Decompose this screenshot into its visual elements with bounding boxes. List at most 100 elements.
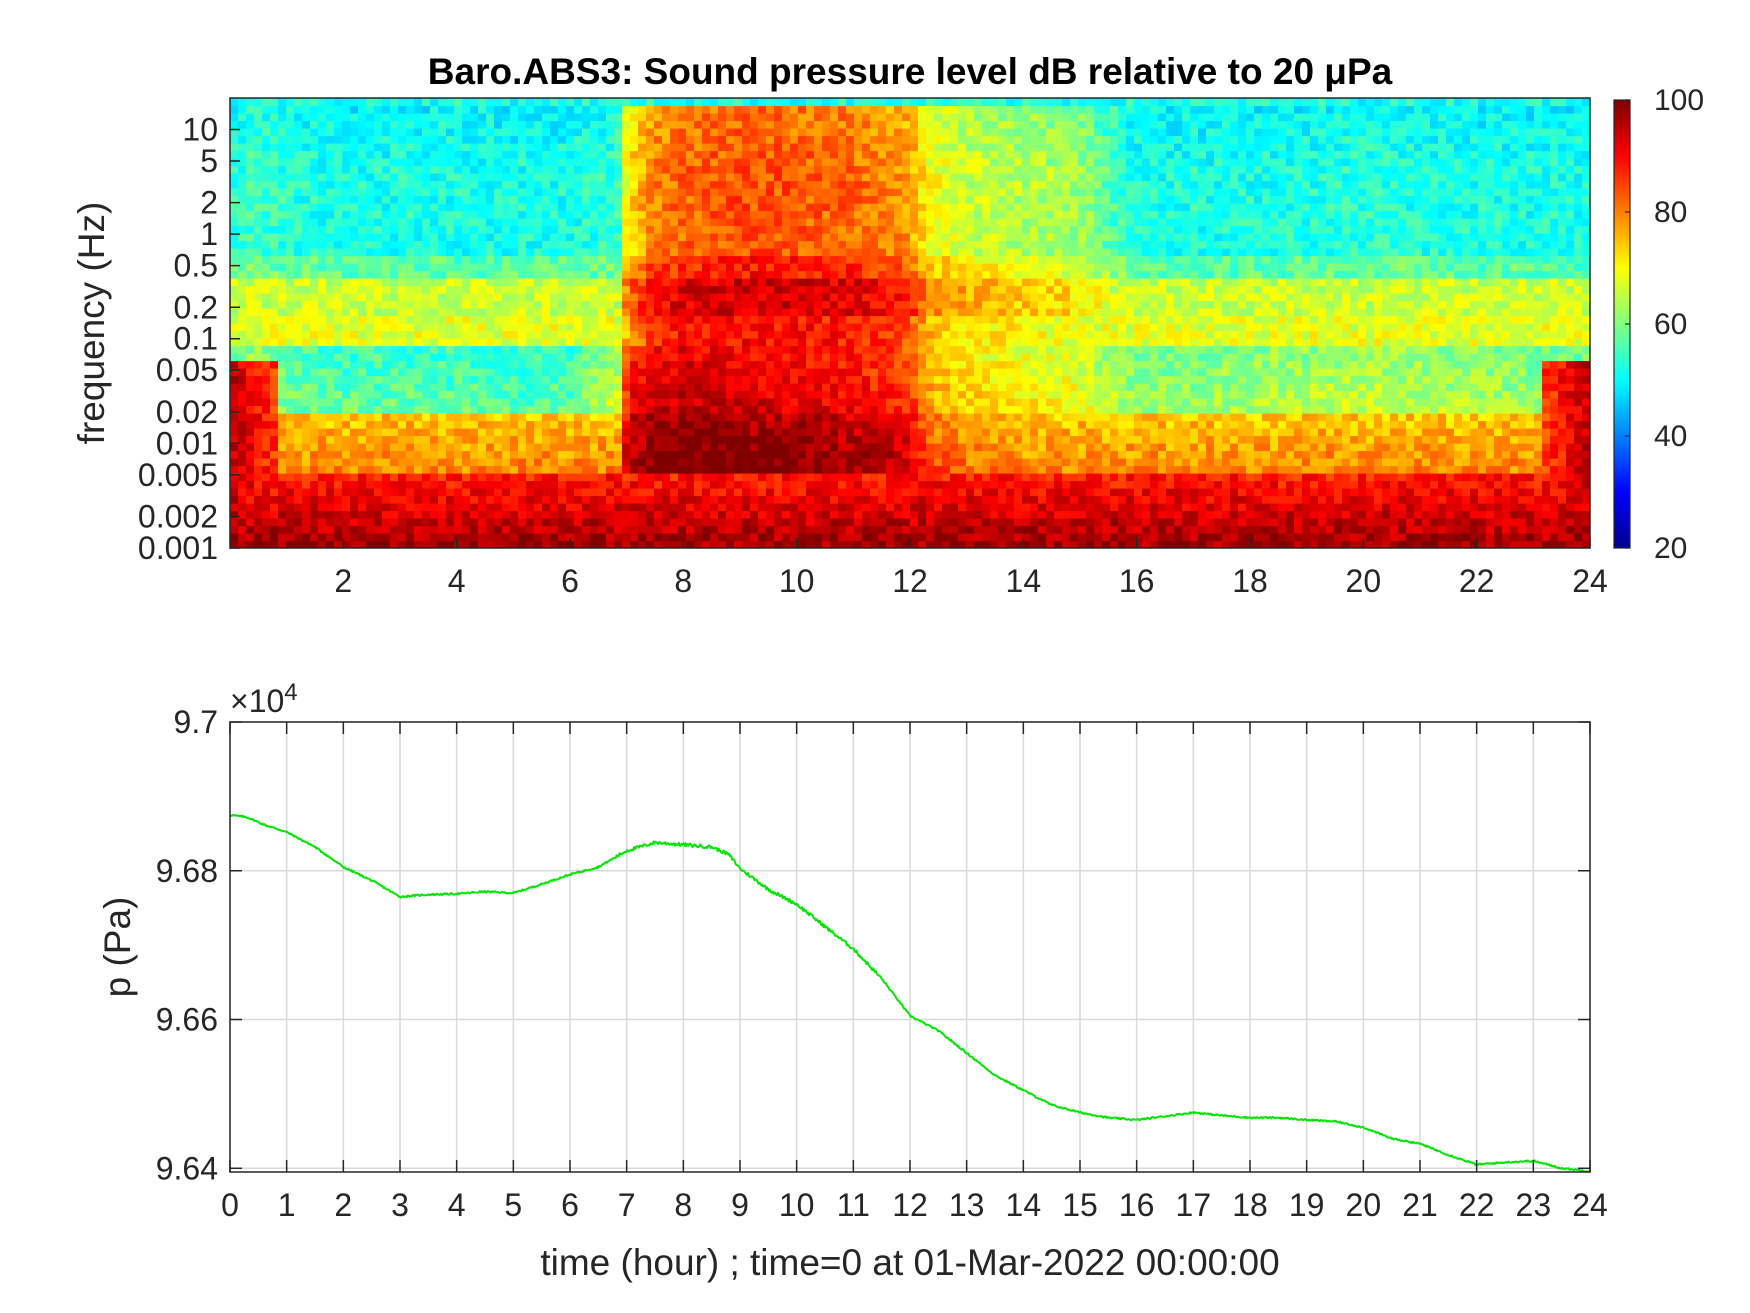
- spectrogram-cell: [1030, 510, 1039, 519]
- spectrogram-cell: [1350, 450, 1359, 459]
- spectrogram-cell: [998, 503, 1007, 512]
- spectrogram-cell: [1342, 420, 1351, 429]
- spectrogram-cell: [1166, 540, 1175, 548]
- spectrogram-cell: [910, 458, 919, 467]
- spectrogram-cell: [270, 525, 279, 534]
- spectrogram-cell: [1350, 405, 1359, 414]
- spectrogram-cell: [598, 458, 607, 467]
- spectrogram-cell: [654, 353, 663, 362]
- spectrogram-cell: [1494, 338, 1503, 347]
- spectrogram-cell: [734, 465, 743, 474]
- spectrogram-cell: [1158, 428, 1167, 437]
- spectrogram-cell: [782, 525, 791, 534]
- spectrogram-cell: [1086, 525, 1095, 534]
- spectrogram-cell: [1158, 458, 1167, 467]
- spectrogram-cell: [286, 450, 295, 459]
- spectrogram-cell: [862, 488, 871, 497]
- spectrogram-cell: [782, 540, 791, 548]
- spectrogram-cell: [542, 413, 551, 422]
- spectrogram-cell: [590, 480, 599, 489]
- spectrogram-cell: [670, 330, 679, 339]
- spectrogram-cell: [1350, 510, 1359, 519]
- spectrogram-cell: [894, 495, 903, 504]
- spectrogram-cell: [1006, 398, 1015, 407]
- spectrogram-cell: [606, 525, 615, 534]
- spectrogram-cell: [1518, 338, 1527, 347]
- spectrogram-cell: [734, 428, 743, 437]
- spectrogram-cell: [302, 503, 311, 512]
- spectrogram-cell: [598, 323, 607, 332]
- spectrogram-cell: [958, 450, 967, 459]
- spectrogram-cell: [486, 540, 495, 548]
- spectrogram-cell: [606, 330, 615, 339]
- spectrogram-cell: [1342, 465, 1351, 474]
- spectrogram-cell: [1510, 360, 1519, 369]
- spectrogram-cell: [510, 420, 519, 429]
- spectrogram-cell: [1510, 368, 1519, 377]
- spectrogram-cell: [414, 533, 423, 542]
- spectrogram-cell: [1150, 413, 1159, 422]
- spectrogram-cell: [1302, 465, 1311, 474]
- spectrogram-cell: [734, 375, 743, 384]
- spectrogram-cell: [1014, 360, 1023, 369]
- spectrogram-cell: [974, 383, 983, 392]
- spectrogram-cell: [446, 458, 455, 467]
- spectrogram-cell: [590, 398, 599, 407]
- spectrogram-cell: [1190, 435, 1199, 444]
- spectrogram-cell: [1166, 450, 1175, 459]
- spectrogram-cell: [934, 525, 943, 534]
- spectrogram-cell: [254, 518, 263, 527]
- spectrogram-cell: [1110, 480, 1119, 489]
- spectrogram-cell: [1446, 398, 1455, 407]
- spectrogram-cell: [1302, 518, 1311, 527]
- spectrogram-cell: [1006, 503, 1015, 512]
- spectrogram-cell: [1190, 540, 1199, 548]
- spectrogram-cell: [934, 465, 943, 474]
- spectrogram-cell: [342, 420, 351, 429]
- spectrogram-cell: [998, 488, 1007, 497]
- spectrogram-cell: [1158, 383, 1167, 392]
- spectrogram-cell: [518, 525, 527, 534]
- spectrogram-cell: [550, 353, 559, 362]
- spectrogram-cell: [1302, 495, 1311, 504]
- spectrogram-cell: [654, 450, 663, 459]
- spectrogram-cell: [406, 488, 415, 497]
- spectrogram-cell: [1254, 450, 1263, 459]
- spectrogram-cell: [1046, 480, 1055, 489]
- spectrogram-cell: [950, 443, 959, 452]
- spectrogram-cell: [1398, 540, 1407, 548]
- spectrogram-cell: [1502, 360, 1511, 369]
- spectrogram-cell: [398, 525, 407, 534]
- spectrogram-cell: [1158, 495, 1167, 504]
- spectrogram-cell: [430, 488, 439, 497]
- spectrogram-cell: [342, 413, 351, 422]
- spectrogram-cell: [598, 525, 607, 534]
- spectrogram-cell: [958, 533, 967, 542]
- spectrogram-cell: [1070, 450, 1079, 459]
- spectrogram-cell: [1574, 360, 1583, 369]
- spectrogram-cell: [1558, 353, 1567, 362]
- spectrogram-cell: [1478, 368, 1487, 377]
- spectrogram-cell: [974, 473, 983, 482]
- spectrogram-cell: [822, 353, 831, 362]
- spectrogram-cell: [1070, 338, 1079, 347]
- spectrogram-cell: [1054, 428, 1063, 437]
- spectrogram-cell: [774, 465, 783, 474]
- spectrogram-cell: [270, 443, 279, 452]
- spectrogram-cell: [1214, 518, 1223, 527]
- spectrogram-cell: [1214, 540, 1223, 548]
- spectrogram-cell: [446, 465, 455, 474]
- spectrogram-cell: [566, 443, 575, 452]
- spectrogram-cell: [1518, 525, 1527, 534]
- spectrogram-cell: [1302, 533, 1311, 542]
- spectrogram-cell: [878, 375, 887, 384]
- spectrogram-cell: [270, 540, 279, 548]
- spectrogram-cell: [1550, 413, 1559, 422]
- spectrogram-cell: [1510, 428, 1519, 437]
- spectrogram-cell: [926, 368, 935, 377]
- spectrogram-cell: [1350, 458, 1359, 467]
- spectrogram-cell: [1094, 398, 1103, 407]
- spectrogram-cell: [614, 533, 623, 542]
- spectrogram-cell: [1014, 398, 1023, 407]
- spectrogram-cell: [1182, 345, 1191, 354]
